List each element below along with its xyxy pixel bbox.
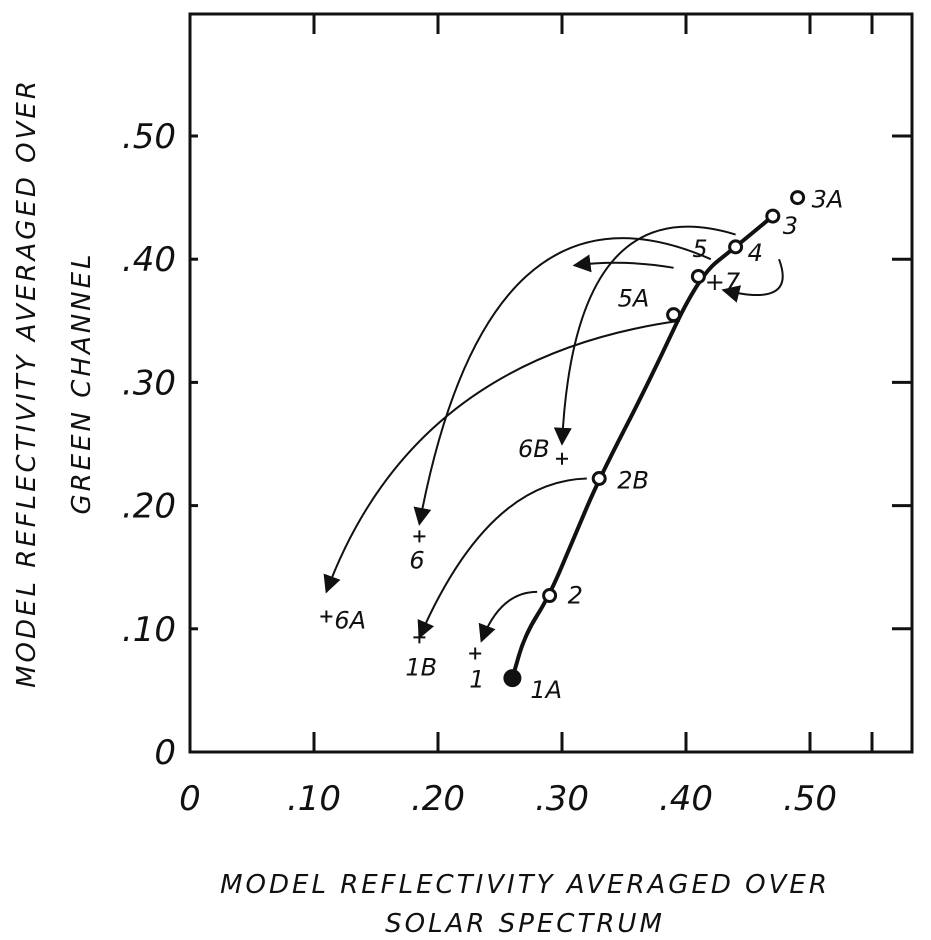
- x-tick-label: .20: [411, 779, 465, 819]
- data-point: [591, 470, 607, 486]
- point-label: 1B: [405, 653, 437, 681]
- arrow-curve: [721, 258, 784, 303]
- data-point: [542, 588, 558, 604]
- point-label: 4: [748, 239, 763, 267]
- point-label: 6B: [518, 435, 550, 463]
- y-axis-title-line-2: GREEN CHANNEL: [67, 251, 97, 514]
- point-label: 6A: [334, 606, 366, 634]
- point-label: 2B: [617, 466, 649, 494]
- data-point: [666, 307, 682, 323]
- point-label: +7: [705, 268, 741, 296]
- main-curve: [510, 214, 775, 679]
- point-label: 1: [469, 665, 484, 693]
- data-point: [790, 190, 806, 206]
- data-point: [320, 610, 333, 623]
- ticks: [190, 14, 912, 752]
- data-point: [503, 669, 522, 688]
- point-label: 3: [783, 212, 798, 240]
- tick-labels: 0 .10 .20 .30 .40 .50 0 .10 .20 .30 .40 .50: [122, 117, 837, 819]
- point-label: 3A: [812, 186, 844, 214]
- x-tick-label: .40: [659, 779, 713, 819]
- x-tick-label: .10: [287, 779, 341, 819]
- x-tick-label: .50: [783, 779, 837, 819]
- point-label: 5A: [618, 285, 650, 313]
- data-point: [556, 452, 568, 465]
- markers: [320, 190, 806, 688]
- data-point: [690, 268, 706, 284]
- x-tick-label: 0: [179, 779, 201, 819]
- point-label: 6: [409, 546, 424, 574]
- point-label: 2: [568, 582, 583, 610]
- arrow-curve: [417, 477, 587, 640]
- arrow-curve: [323, 319, 680, 594]
- curves: [323, 214, 784, 679]
- data-point: [413, 631, 426, 644]
- data-point: [469, 647, 482, 660]
- arrow-curve: [413, 237, 712, 526]
- arrow-curve: [572, 254, 674, 273]
- data-point: [765, 208, 781, 224]
- point-label: 5: [692, 235, 707, 263]
- arrow-curve: [478, 590, 538, 643]
- x-axis-title-line-1: MODEL REFLECTIVITY AVERAGED OVER: [220, 870, 830, 900]
- y-tick-label: 0: [154, 733, 176, 773]
- y-tick-label: .10: [122, 610, 176, 650]
- y-tick-label: .40: [122, 240, 176, 280]
- point-labels: 1A 2 2B 43 3A 5A 1 1B 6 6A 6B 5 +7: [334, 186, 843, 704]
- point-label: 1A: [530, 676, 562, 704]
- data-point: [728, 239, 744, 255]
- y-tick-label: .50: [122, 117, 176, 157]
- y-axis-title-line-1: MODEL REFLECTIVITY AVERAGED OVER: [12, 78, 42, 688]
- y-tick-label: .30: [122, 363, 176, 403]
- x-axis-title-line-2: SOLAR SPECTRUM: [385, 909, 665, 939]
- data-point: [413, 530, 426, 543]
- x-tick-label: .30: [535, 779, 589, 819]
- y-tick-label: .20: [122, 487, 176, 527]
- plot-frame: [188, 12, 914, 754]
